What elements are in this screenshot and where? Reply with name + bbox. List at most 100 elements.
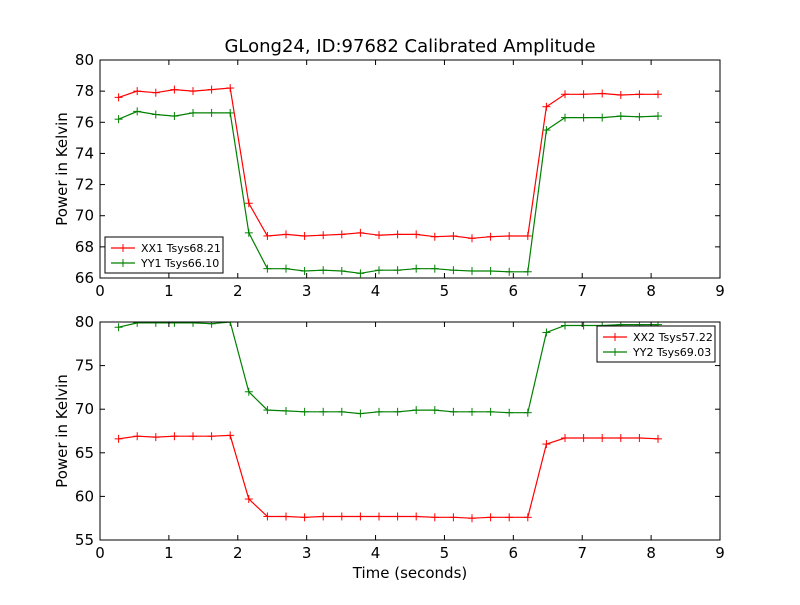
data-point xyxy=(300,513,309,522)
x-tick-label: 5 xyxy=(440,282,450,300)
data-point xyxy=(114,323,123,332)
data-point xyxy=(654,112,662,121)
data-point xyxy=(356,512,365,521)
data-point xyxy=(151,88,160,97)
legend-item: XX1 Tsys68.21 xyxy=(111,242,221,255)
data-point xyxy=(151,433,160,442)
legend-item: YY2 Tsys69.03 xyxy=(603,346,711,359)
data-point xyxy=(356,228,365,237)
x-tick-label: 1 xyxy=(164,282,174,300)
data-point xyxy=(579,322,588,330)
y-tick-label: 70 xyxy=(75,400,94,418)
x-tick-label: 8 xyxy=(646,282,656,300)
data-point xyxy=(170,322,179,327)
data-point xyxy=(654,434,662,443)
data-point xyxy=(375,231,383,240)
data-point xyxy=(449,513,458,522)
y-tick-label: 68 xyxy=(75,238,94,256)
data-point xyxy=(356,409,365,418)
y-axis-label: Power in Kelvin xyxy=(53,112,71,226)
data-point xyxy=(523,513,532,522)
data-point xyxy=(189,87,197,96)
data-point xyxy=(486,513,495,522)
legend-label: XX2 Tsys57.22 xyxy=(633,331,713,344)
subplot-bottom: 0 1 2 3 4 5 6 7 8 9 55 60 65 70 75 80 Power in Kelvin Tim… xyxy=(53,313,725,582)
data-point xyxy=(468,266,476,275)
data-point xyxy=(542,102,551,111)
series-yy xyxy=(114,107,662,278)
data-point xyxy=(505,513,514,522)
y-tick-label: 65 xyxy=(75,444,94,462)
x-tick-label: 8 xyxy=(646,544,656,562)
data-point xyxy=(542,126,551,135)
data-point xyxy=(430,406,439,415)
data-point xyxy=(561,322,569,330)
data-point xyxy=(226,84,235,93)
x-tick-label: 0 xyxy=(95,544,105,562)
data-point xyxy=(449,231,458,240)
y-axis-label: Power in Kelvin xyxy=(53,374,71,488)
legend-item: XX2 Tsys57.22 xyxy=(603,331,713,344)
x-tick-label: 4 xyxy=(371,282,381,300)
data-point xyxy=(523,231,532,240)
x-tick-label: 6 xyxy=(509,544,519,562)
data-point xyxy=(616,433,625,442)
data-point xyxy=(244,228,253,237)
data-point xyxy=(486,407,495,416)
y-tick-label: 72 xyxy=(75,176,94,194)
data-point xyxy=(133,107,142,116)
data-point xyxy=(244,387,253,396)
data-point xyxy=(337,266,346,275)
data-point xyxy=(561,433,569,442)
data-point xyxy=(114,93,123,102)
x-tick-label: 6 xyxy=(509,282,519,300)
data-point xyxy=(598,89,607,98)
data-point xyxy=(244,495,253,504)
data-point xyxy=(598,113,607,122)
data-point xyxy=(226,108,235,117)
data-point xyxy=(263,406,272,415)
y-tick-label: 66 xyxy=(75,269,94,287)
data-point xyxy=(468,234,476,243)
data-point xyxy=(151,322,160,327)
data-point xyxy=(393,407,402,416)
data-point xyxy=(449,266,458,275)
data-point xyxy=(170,112,179,121)
data-point xyxy=(133,432,142,441)
data-point xyxy=(244,199,253,208)
legend-label: XX1 Tsys68.21 xyxy=(141,242,221,255)
x-tick-label: 0 xyxy=(95,282,105,300)
data-point xyxy=(505,231,514,240)
x-tick-label: 2 xyxy=(233,544,243,562)
data-point xyxy=(319,231,328,240)
x-tick-label: 1 xyxy=(164,544,174,562)
x-tick-label: 2 xyxy=(233,282,243,300)
data-point xyxy=(579,433,588,442)
y-tick-label: 60 xyxy=(75,487,94,505)
legend-box xyxy=(596,325,716,363)
data-point xyxy=(542,328,551,337)
data-point xyxy=(468,514,476,523)
data-point xyxy=(189,108,197,117)
data-point xyxy=(412,264,421,273)
data-point xyxy=(337,512,346,521)
data-point xyxy=(300,231,309,240)
data-point xyxy=(375,512,383,521)
data-point xyxy=(337,407,346,416)
y-tick-label: 80 xyxy=(75,313,94,331)
y-tick-label: 74 xyxy=(75,144,94,162)
data-point xyxy=(114,115,123,124)
x-tick-label: 7 xyxy=(577,544,587,562)
x-tick-label: 5 xyxy=(440,544,450,562)
data-point xyxy=(579,113,588,122)
data-point xyxy=(393,266,402,275)
data-point xyxy=(616,91,625,100)
data-point xyxy=(189,432,197,441)
data-point xyxy=(282,264,290,273)
x-tick-label: 9 xyxy=(715,282,725,300)
data-point xyxy=(412,512,421,521)
series-xx xyxy=(114,84,662,243)
legend-label: YY1 Tsys66.10 xyxy=(140,257,219,270)
